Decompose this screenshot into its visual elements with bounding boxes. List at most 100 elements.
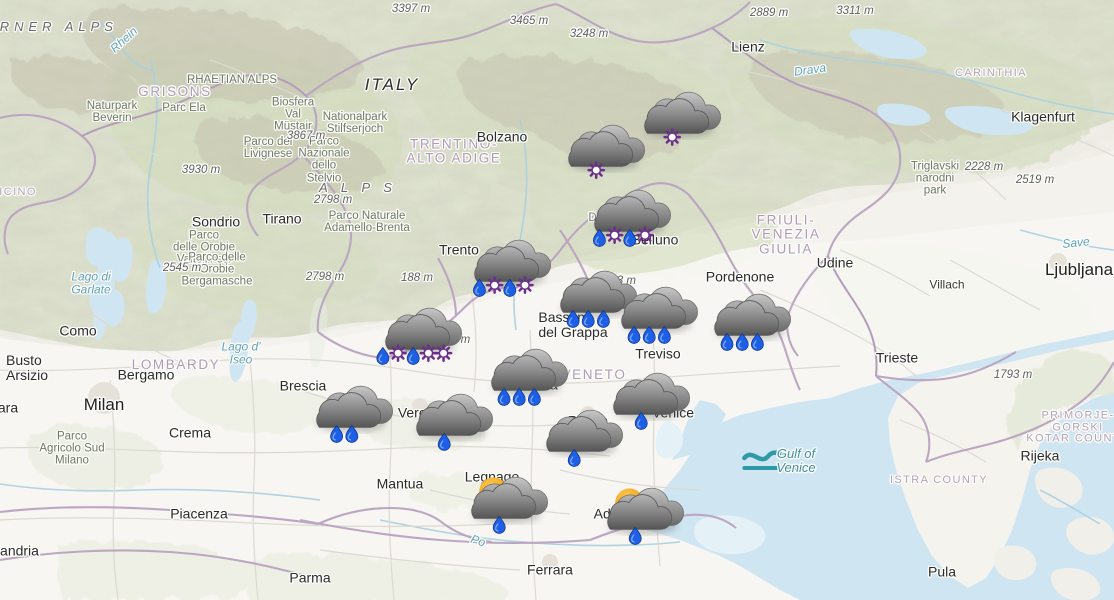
park-label: Parco del Livignese — [243, 135, 293, 160]
city-label: Rijeka — [1020, 447, 1060, 464]
city-label: Klagenfurt — [1011, 108, 1075, 125]
weather-icon-cloud-rain[interactable] — [477, 341, 569, 406]
elevation-label: 3397 m — [391, 2, 431, 15]
park-label: Parco Nazionale dello Stelvio — [298, 135, 350, 185]
city-label: Crema — [168, 424, 212, 441]
gulf-of-venice-badge: Gulf of Venice — [740, 444, 816, 476]
rain-drop-icon — [345, 424, 359, 443]
city-label: sandria — [0, 542, 39, 559]
elevation-label: 2519 m — [1015, 173, 1055, 186]
weather-icon-cloud-rain[interactable] — [599, 365, 691, 430]
snow-flake-icon — [419, 344, 438, 362]
cloud-icon — [613, 372, 690, 420]
rain-drop-icon — [567, 448, 581, 467]
cloud-icon — [316, 385, 393, 433]
rain-drop-icon — [566, 309, 580, 328]
rain-drop-icon — [512, 387, 526, 406]
city-label: Lienz — [731, 38, 765, 55]
cloud-icon — [416, 393, 493, 441]
weather-icon-sun-cloud-rain[interactable] — [593, 480, 685, 545]
region-label: CARINTHIA — [955, 67, 1027, 80]
rain-drop-icon — [720, 332, 734, 351]
snow-flake-icon — [434, 344, 453, 362]
city-label: Como — [59, 322, 97, 339]
weather-icon-cloud-mix[interactable] — [460, 232, 552, 297]
rain-drop-icon — [596, 309, 610, 328]
rain-drop-icon — [527, 387, 541, 406]
rain-drop-icon — [627, 325, 641, 344]
weather-icon-cloud-rain[interactable] — [302, 378, 394, 443]
city-label: Ljubljana — [1044, 259, 1114, 279]
snow-flake-icon — [389, 344, 407, 362]
city-label: Trieste — [875, 349, 919, 366]
water-label: Drava — [793, 60, 827, 79]
rain-drop-icon — [735, 332, 749, 351]
park-label: Parc Ela — [162, 101, 206, 114]
park-label: Nationalpark Stilfserjoch — [322, 110, 388, 135]
elevation-label: 3930 m — [181, 163, 221, 176]
snow-flake-icon — [587, 161, 606, 179]
country-label: ITALY — [364, 74, 420, 94]
rain-drop-icon — [503, 278, 517, 297]
cloud-icon — [714, 293, 791, 341]
water-label: Lago di Garlate — [71, 269, 111, 296]
city-label: Pula — [927, 563, 957, 580]
weather-icon-cloud-snow[interactable] — [630, 84, 722, 146]
cloud-icon — [546, 409, 623, 457]
cloud-icon — [607, 487, 684, 535]
region-label: FRIULI- VENEZIA GIULIA — [751, 212, 821, 257]
elevation-label: 2798 m — [305, 270, 345, 283]
city-label: Ferrara — [527, 561, 573, 578]
weather-icon-cloud-rain[interactable] — [402, 386, 494, 451]
snow-flake-icon — [605, 226, 624, 244]
park-label: Parco Agricolo Sud Milano — [39, 430, 105, 468]
region-label: ISTRA COUNTY — [889, 474, 989, 487]
city-label: Sondrio — [191, 213, 241, 230]
rain-drop-icon — [581, 309, 595, 328]
elevation-label: 3867 m — [286, 129, 326, 142]
region-label: TICINO — [0, 186, 37, 199]
rain-drop-icon — [376, 346, 390, 365]
weather-icon-cloud-snow[interactable] — [554, 117, 646, 179]
park-label: Parco Naturale Adamello-Brenta — [324, 209, 410, 234]
park-label: Parco delle Orobie Bergamasche — [181, 251, 253, 289]
snow-flake-icon — [663, 128, 682, 146]
rain-drop-icon — [437, 432, 451, 451]
weather-icon-cloud-rain[interactable] — [700, 286, 792, 351]
park-label: Biosfera Val Müstair — [271, 96, 315, 134]
mountain-range-label: A L P S — [319, 180, 397, 196]
elevation-label: 1793 m — [993, 368, 1033, 381]
cloud-icon — [474, 239, 551, 287]
mountain-range-label: RHAETIAN ALPS — [186, 73, 278, 86]
weather-icon-cloud-rain[interactable] — [532, 402, 624, 467]
elevation-label: 2545 m — [162, 261, 202, 274]
snow-flake-icon — [636, 226, 654, 244]
region-label: GRISONS — [138, 83, 212, 99]
weather-icon-cloud-rain[interactable] — [607, 279, 699, 344]
mountain-range-label: ARNER ALPS — [0, 19, 118, 35]
rain-drop-icon — [750, 332, 764, 351]
elevation-label: 2889 m — [749, 6, 789, 19]
weather-icon-cloud-mix[interactable] — [371, 300, 463, 365]
weather-icon-cloud-mix[interactable] — [580, 182, 672, 247]
rain-drop-icon — [593, 228, 606, 247]
rain-drop-icon — [628, 526, 642, 545]
weather-icon-cloud-rain[interactable] — [546, 263, 638, 328]
city-label: Udine — [816, 254, 854, 271]
weather-icon-sun-cloud-rain[interactable] — [457, 469, 549, 534]
snow-flake-icon — [485, 276, 504, 294]
region-label: PRIMORJE- GORSKI KOTAR COUNTY — [1026, 409, 1114, 445]
rain-drop-icon — [497, 387, 511, 406]
elevation-label: 188 m — [401, 271, 433, 284]
city-label: Mantua — [376, 475, 424, 492]
elevation-label: 2228 m — [964, 160, 1004, 173]
cloud-icon — [594, 189, 671, 237]
elevation-label: 3311 m — [836, 4, 874, 17]
rain-drop-icon — [330, 424, 344, 443]
region-label: TRENTINO- ALTO ADIGE — [406, 136, 502, 166]
city-label: ara — [0, 399, 19, 416]
park-label: Naturpark Beverin — [86, 99, 138, 124]
city-label: Parma — [289, 569, 331, 586]
rain-drop-icon — [623, 228, 637, 247]
